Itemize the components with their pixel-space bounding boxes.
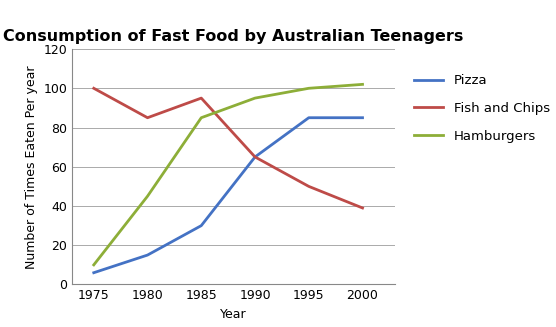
Fish and Chips <box>252 155 259 159</box>
X-axis label: Year: Year <box>220 308 247 321</box>
Pizza <box>91 271 97 275</box>
Hamburgers <box>144 194 151 198</box>
Fish and Chips <box>359 206 366 210</box>
Hamburgers <box>305 86 312 90</box>
Fish and Chips <box>305 184 312 188</box>
Hamburgers <box>252 96 259 100</box>
Hamburgers <box>91 263 97 267</box>
Line: Fish and Chips: Fish and Chips <box>94 88 363 208</box>
Legend: Pizza, Fish and Chips, Hamburgers: Pizza, Fish and Chips, Hamburgers <box>414 75 550 143</box>
Title: Consumption of Fast Food by Australian Teenagers: Consumption of Fast Food by Australian T… <box>3 29 464 44</box>
Pizza <box>305 116 312 120</box>
Line: Hamburgers: Hamburgers <box>94 84 363 265</box>
Line: Pizza: Pizza <box>94 118 363 273</box>
Y-axis label: Number of Times Eaten Per year: Number of Times Eaten Per year <box>25 65 38 268</box>
Fish and Chips <box>91 86 97 90</box>
Fish and Chips <box>144 116 151 120</box>
Fish and Chips <box>198 96 205 100</box>
Pizza <box>198 224 205 228</box>
Hamburgers <box>359 82 366 86</box>
Pizza <box>252 155 259 159</box>
Pizza <box>359 116 366 120</box>
Pizza <box>144 253 151 257</box>
Hamburgers <box>198 116 205 120</box>
